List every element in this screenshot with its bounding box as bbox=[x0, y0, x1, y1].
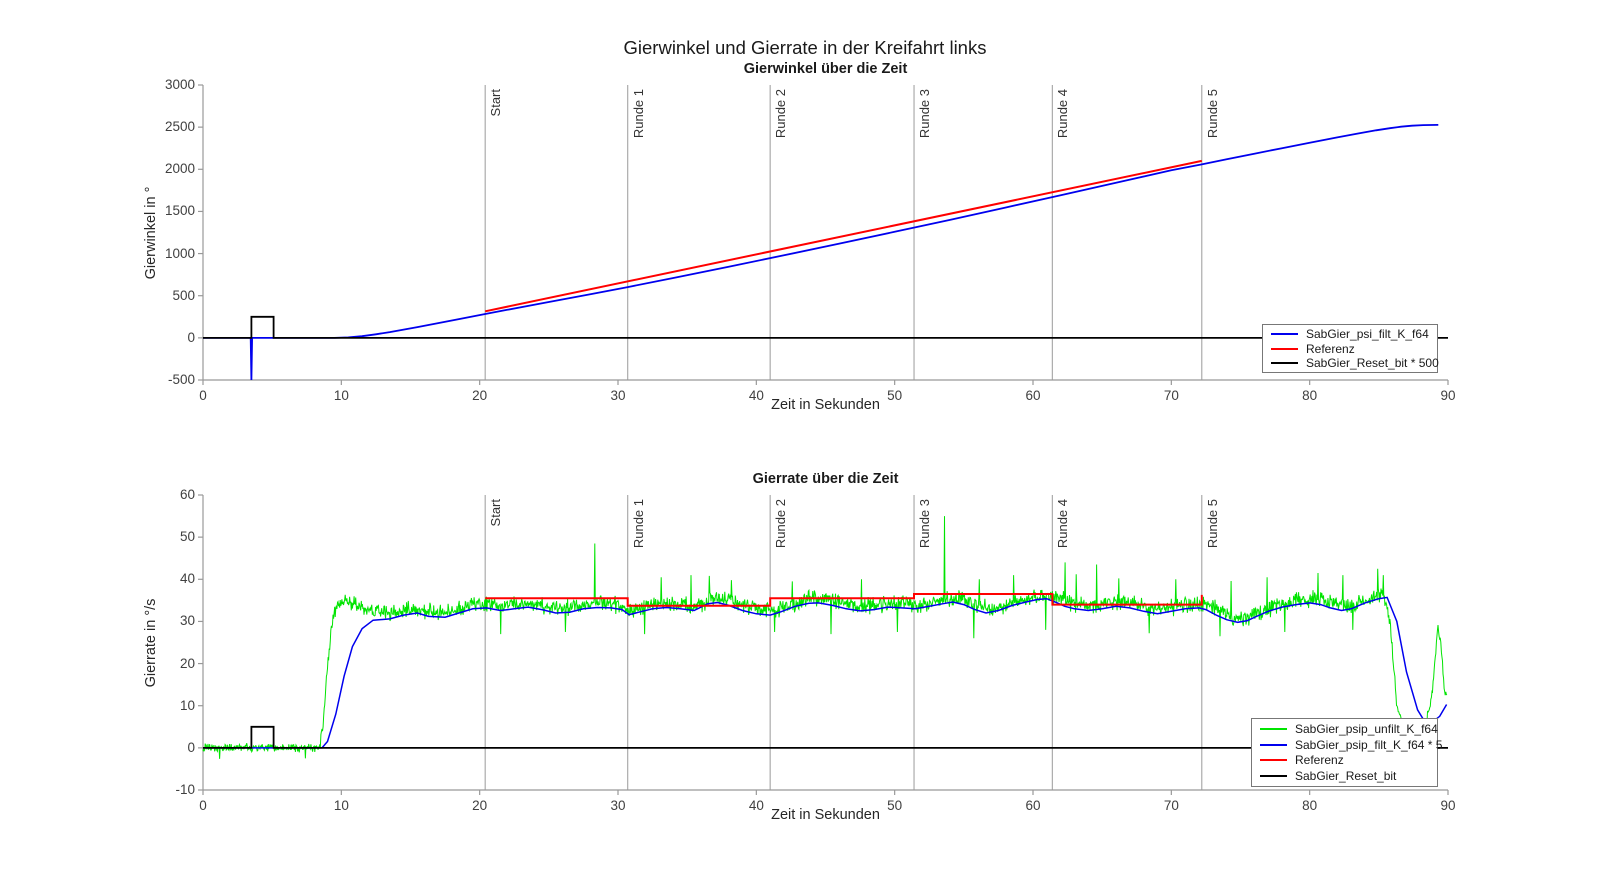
y-tick-label: 2000 bbox=[164, 161, 195, 177]
legend-swatch bbox=[1271, 361, 1298, 364]
x-tick-label: 30 bbox=[610, 798, 626, 813]
legend-swatch bbox=[1271, 333, 1298, 336]
legend-entry: SabGier_psi_filt_K_f64 bbox=[1271, 327, 1429, 341]
y-axis-label: Gierrate in °/s bbox=[143, 598, 159, 687]
legend-label: SabGier_Reset_bit * 500 bbox=[1306, 355, 1439, 370]
event-label: Runde 3 bbox=[917, 89, 933, 139]
series-SabGier_Reset_bit bbox=[203, 725, 1448, 749]
y-tick-label: 50 bbox=[179, 529, 195, 545]
legend: SabGier_psi_filt_K_f64 Referenz SabGier_Re… bbox=[1262, 324, 1439, 373]
x-tick-label: 50 bbox=[887, 388, 903, 403]
legend-label: SabGier_psip_filt_K_f64 * 5 bbox=[1295, 737, 1443, 752]
x-tick-label: 40 bbox=[748, 388, 764, 403]
legend-entry: SabGier_psip_unfilt_K_f64 bbox=[1260, 722, 1438, 736]
legend-swatch bbox=[1260, 728, 1287, 731]
y-tick-label: 20 bbox=[179, 655, 195, 671]
x-tick-label: 0 bbox=[199, 798, 207, 813]
legend-entry: SabGier_Reset_bit bbox=[1260, 769, 1429, 783]
legend: SabGier_psip_unfilt_K_f64 SabGier_psip_fi… bbox=[1251, 718, 1442, 787]
x-axis-label: Zeit in Sekunden bbox=[771, 807, 880, 823]
y-tick-label: -500 bbox=[167, 372, 195, 387]
series-Referenz bbox=[484, 159, 1203, 313]
event-label: Runde 2 bbox=[773, 89, 789, 139]
y-axis-label: Gierwinkel in ° bbox=[143, 186, 159, 279]
event-label: Runde 1 bbox=[630, 499, 646, 549]
legend-label: Referenz bbox=[1295, 753, 1344, 768]
y-tick-label: 1000 bbox=[164, 245, 195, 261]
x-tick-label: 20 bbox=[472, 388, 488, 403]
legend-swatch bbox=[1260, 774, 1287, 777]
event-label: Runde 4 bbox=[1055, 89, 1071, 139]
series-SabGier_psi_filt_K_f64 bbox=[203, 124, 1439, 381]
event-label: Runde 5 bbox=[1204, 89, 1220, 139]
x-tick-label: 30 bbox=[610, 388, 626, 403]
legend-label: SabGier_Reset_bit bbox=[1295, 768, 1397, 783]
y-tick-label: 500 bbox=[172, 287, 195, 303]
event-label: Runde 1 bbox=[630, 89, 646, 139]
figure-title: Gierwinkel und Gierrate in der Kreifahrt… bbox=[623, 37, 987, 58]
x-tick-label: 60 bbox=[1025, 388, 1041, 403]
legend-label: SabGier_psi_filt_K_f64 bbox=[1306, 327, 1429, 342]
legend-swatch bbox=[1260, 743, 1287, 746]
y-tick-label: 40 bbox=[179, 571, 195, 587]
y-tick-label: -10 bbox=[175, 782, 195, 797]
legend-label: Referenz bbox=[1306, 341, 1355, 356]
x-tick-label: 60 bbox=[1025, 798, 1041, 813]
x-tick-label: 0 bbox=[199, 388, 207, 403]
legend-entry: Referenz bbox=[1260, 753, 1429, 767]
legend-swatch bbox=[1271, 347, 1298, 350]
event-label: Runde 5 bbox=[1204, 499, 1220, 549]
y-tick-label: 60 bbox=[179, 487, 195, 502]
subplot-title: Gierrate über die Zeit bbox=[752, 471, 899, 487]
event-label: Runde 2 bbox=[773, 499, 789, 549]
event-label: Runde 4 bbox=[1055, 499, 1071, 549]
y-tick-label: 3000 bbox=[164, 77, 195, 92]
legend-entry: SabGier_psip_filt_K_f64 * 5 bbox=[1260, 738, 1442, 752]
x-tick-label: 10 bbox=[333, 388, 349, 403]
x-tick-label: 80 bbox=[1302, 798, 1318, 813]
x-axis-label: Zeit in Sekunden bbox=[771, 397, 880, 413]
legend-entry: SabGier_Reset_bit * 500 bbox=[1271, 356, 1439, 370]
y-tick-label: 10 bbox=[179, 697, 195, 713]
legend-swatch bbox=[1260, 759, 1287, 762]
y-tick-label: 0 bbox=[187, 329, 195, 345]
legend-label: SabGier_psip_unfilt_K_f64 bbox=[1295, 722, 1438, 737]
x-tick-label: 10 bbox=[333, 798, 349, 813]
x-tick-label: 90 bbox=[1440, 798, 1456, 813]
series-SabGier_psip_unfilt_K_f64 bbox=[202, 516, 1448, 759]
series-SabGier_psip_filt_K_f64 * 5 bbox=[203, 596, 1448, 749]
y-tick-label: 30 bbox=[179, 613, 195, 629]
x-tick-label: 40 bbox=[748, 798, 764, 813]
subplot-title: Gierwinkel über die Zeit bbox=[743, 61, 908, 77]
series-Referenz bbox=[485, 593, 1203, 607]
legend-entry: Referenz bbox=[1271, 342, 1429, 356]
series-SabGier_Reset_bit * 500 bbox=[203, 315, 1448, 339]
x-tick-label: 50 bbox=[887, 798, 903, 813]
x-tick-label: 80 bbox=[1302, 388, 1318, 403]
x-tick-label: 70 bbox=[1163, 798, 1179, 813]
y-tick-label: 1500 bbox=[164, 203, 195, 219]
y-tick-label: 2500 bbox=[164, 119, 195, 135]
y-tick-label: 0 bbox=[187, 739, 195, 755]
x-tick-label: 70 bbox=[1163, 388, 1179, 403]
x-tick-label: 90 bbox=[1440, 388, 1456, 403]
event-label: Runde 3 bbox=[917, 499, 933, 549]
event-label: Start bbox=[488, 89, 504, 117]
x-tick-label: 20 bbox=[472, 798, 488, 813]
event-label: Start bbox=[488, 499, 504, 527]
